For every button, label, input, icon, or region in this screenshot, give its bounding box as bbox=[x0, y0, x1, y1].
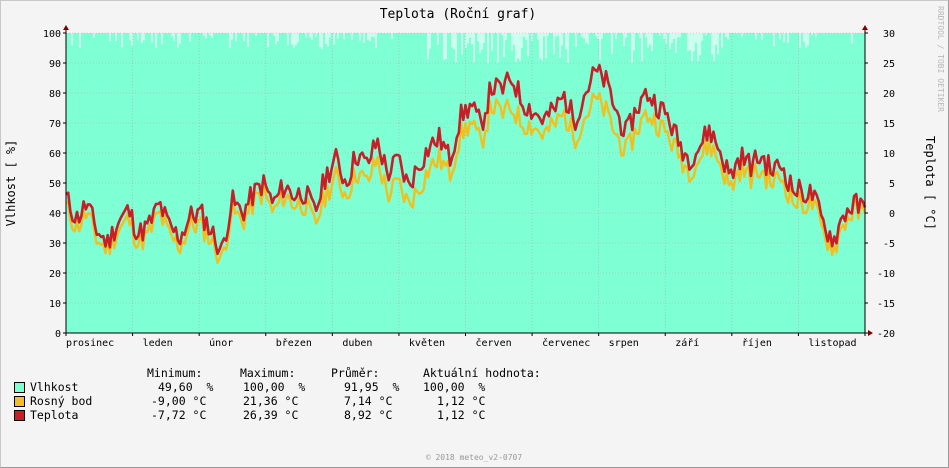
legend-avg-humidity: 91,95 % bbox=[344, 380, 400, 394]
legend-min-humidity: 49,60 % bbox=[158, 380, 214, 394]
watermark-text: RRDTOOL / TOBI OETIKER bbox=[936, 6, 945, 112]
plot-area: 0 10 20 30 40 50 60 70 80 90 100 -20 -15 -10 -5 0 5 10 15 2… bbox=[43, 25, 895, 349]
left-tick-label: 20 bbox=[49, 269, 61, 280]
legend-min-dew-point: -9,00 °C bbox=[151, 394, 207, 408]
legend-name-temperature: Teplota bbox=[30, 408, 79, 422]
y-axis-right-label: Teplota [ °C] bbox=[923, 136, 937, 230]
legend-avg-temperature: 8,92 °C bbox=[344, 408, 393, 422]
month-label: únor bbox=[209, 337, 233, 349]
right-tick-label: 30 bbox=[883, 29, 895, 40]
legend-header-maximum: Maximum: bbox=[240, 366, 296, 380]
left-tick-label: 10 bbox=[49, 299, 61, 310]
legend-min-temperature: -7,72 °C bbox=[151, 408, 207, 422]
month-label: březen bbox=[276, 337, 312, 349]
right-tick-label: 0 bbox=[889, 209, 895, 220]
left-tick-label: 60 bbox=[49, 149, 61, 160]
legend-cur-temperature: 1,12 °C bbox=[437, 408, 486, 422]
left-tick-label: 50 bbox=[49, 179, 61, 190]
left-tick-label: 80 bbox=[49, 89, 61, 100]
left-tick-label: 30 bbox=[49, 239, 61, 250]
left-tick-label: 100 bbox=[43, 29, 61, 40]
month-label: květen bbox=[409, 337, 445, 349]
legend-cur-dew-point: 1,12 °C bbox=[437, 394, 486, 408]
legend-name-humidity: Vlhkost bbox=[30, 380, 79, 394]
right-tick-label: 5 bbox=[889, 179, 895, 190]
legend-cur-humidity: 100,00 % bbox=[423, 380, 486, 394]
legend-name-dew-point: Rosný bod bbox=[30, 394, 93, 408]
legend-max-dew-point: 21,36 °C bbox=[243, 394, 299, 408]
month-label: říjen bbox=[742, 337, 772, 349]
y-axis-left-label: Vlhkost [ %] bbox=[4, 140, 18, 227]
month-label: červen bbox=[476, 337, 512, 349]
legend-header-average: Průměr: bbox=[331, 366, 380, 380]
temperature-line bbox=[65, 63, 867, 256]
right-tick-label: 15 bbox=[883, 119, 895, 130]
left-tick-label: 90 bbox=[49, 59, 61, 70]
legend-header-minimum: Minimum: bbox=[147, 366, 203, 380]
month-label: leden bbox=[143, 338, 173, 349]
right-tick-label: -20 bbox=[877, 329, 895, 340]
month-label: září bbox=[675, 337, 699, 349]
right-tick-label: 20 bbox=[883, 89, 895, 100]
left-tick-label: 0 bbox=[55, 329, 61, 340]
month-label: srpen bbox=[609, 338, 639, 349]
legend-max-humidity: 100,00 % bbox=[243, 380, 306, 394]
left-tick-label: 40 bbox=[49, 209, 61, 220]
month-label: duben bbox=[342, 338, 372, 349]
right-tick-label: 25 bbox=[883, 59, 895, 70]
month-label: červenec bbox=[542, 337, 590, 349]
dew-point-line bbox=[65, 92, 867, 265]
footer-text: © 2018 meteo_v2-0707 bbox=[426, 453, 523, 462]
right-tick-label: 10 bbox=[883, 149, 895, 160]
right-tick-label: -10 bbox=[877, 269, 895, 280]
legend-swatch-dew-point bbox=[14, 396, 25, 407]
month-label: prosinec bbox=[66, 338, 114, 349]
left-tick-label: 70 bbox=[49, 119, 61, 130]
y-axis-left-arrow bbox=[63, 25, 69, 30]
legend-swatch-humidity bbox=[14, 382, 25, 393]
legend-avg-dew-point: 7,14 °C bbox=[344, 394, 393, 408]
month-label: listopad bbox=[808, 338, 856, 349]
legend-swatch-temperature bbox=[14, 410, 25, 421]
right-tick-label: -5 bbox=[883, 239, 895, 250]
legend-header-current: Aktuální hodnota: bbox=[423, 366, 541, 380]
x-axis-arrow bbox=[868, 330, 873, 336]
chart-title: Teplota (Roční graf) bbox=[380, 7, 537, 22]
y-axis-right-arrow bbox=[862, 25, 868, 30]
legend-max-temperature: 26,39 °C bbox=[243, 408, 299, 422]
right-tick-label: -15 bbox=[877, 299, 895, 310]
